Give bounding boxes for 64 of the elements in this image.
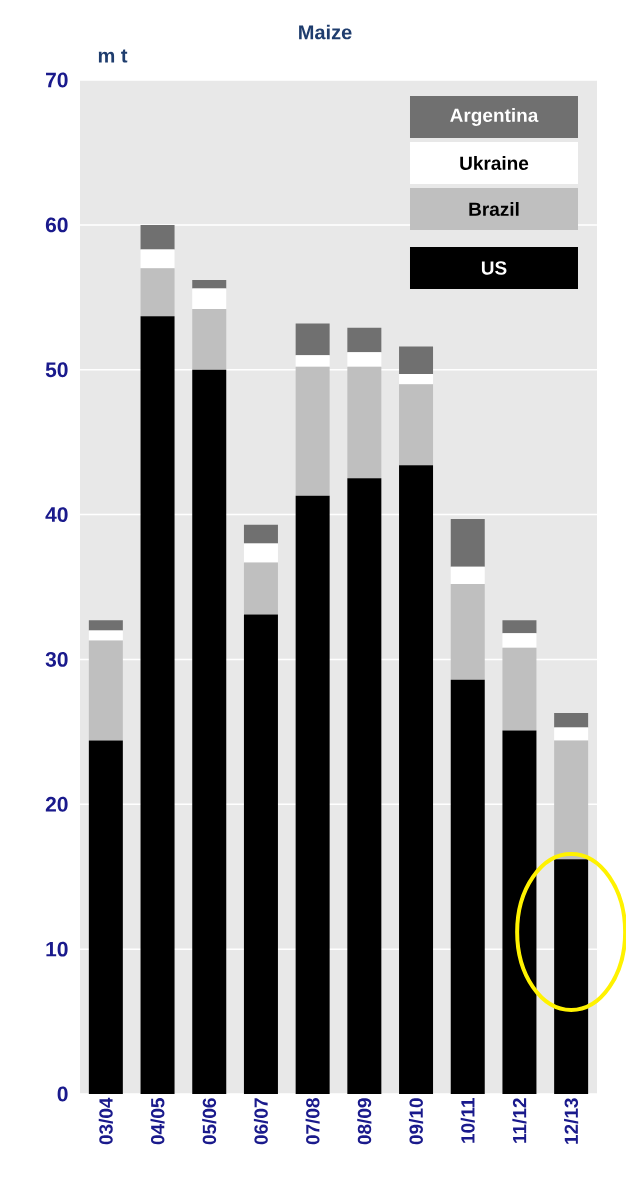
bar xyxy=(347,366,382,479)
y-tick-label: 40 xyxy=(45,507,68,523)
bar xyxy=(554,727,589,741)
x-tick-label: 12/13 xyxy=(564,1098,579,1144)
bar xyxy=(295,495,330,1094)
y-tick-label: 20 xyxy=(45,796,68,812)
text: Argentina xyxy=(450,108,539,126)
bar xyxy=(295,323,330,356)
bar xyxy=(450,584,485,680)
text: Brazil xyxy=(469,202,519,216)
bar xyxy=(243,562,278,615)
x-tick-label: 06/07 xyxy=(253,1098,269,1145)
y-tick-label: 10 xyxy=(46,941,68,957)
bar xyxy=(347,478,382,1094)
y-tick-label: 0 xyxy=(57,1086,68,1102)
bar xyxy=(502,620,537,634)
bar xyxy=(554,859,589,1094)
chart-title: Maize xyxy=(299,24,352,40)
bar xyxy=(243,614,278,1094)
x-tick-label: 07/08 xyxy=(305,1098,320,1145)
bar xyxy=(192,308,227,370)
bar xyxy=(140,316,175,1094)
bar xyxy=(88,620,123,631)
x-tick-label: 03/04 xyxy=(98,1097,113,1145)
bar xyxy=(295,355,330,367)
bar xyxy=(243,524,278,544)
bar xyxy=(140,268,175,317)
y-axis-title: m t xyxy=(98,49,128,63)
bar xyxy=(347,352,382,367)
bar xyxy=(450,679,485,1094)
bar xyxy=(140,224,175,250)
x-tick-label: 08/09 xyxy=(357,1098,372,1145)
x-tick-label: 05/06 xyxy=(202,1098,217,1145)
bar xyxy=(88,740,123,1094)
bar xyxy=(192,288,227,309)
bar xyxy=(140,249,175,269)
bar xyxy=(88,640,123,741)
bar xyxy=(295,366,330,496)
bar xyxy=(450,518,485,567)
bar xyxy=(450,566,485,585)
x-tick-label: 10/11 xyxy=(460,1098,475,1143)
bar xyxy=(192,279,227,289)
bar xyxy=(502,730,537,1094)
y-tick-label: 70 xyxy=(46,72,68,88)
bar xyxy=(554,713,589,728)
y-tick-label: 30 xyxy=(45,651,68,667)
bar xyxy=(192,369,227,1094)
x-tick-label: 11/12 xyxy=(512,1098,527,1143)
text: US xyxy=(481,261,507,275)
y-tick-label: 60 xyxy=(45,217,68,233)
bar xyxy=(399,384,434,466)
bar xyxy=(502,633,537,648)
bar xyxy=(399,374,434,385)
x-tick-label: 09/10 xyxy=(408,1098,424,1145)
x-tick-label: 04/05 xyxy=(150,1098,165,1145)
bar xyxy=(243,543,278,563)
y-tick-label: 50 xyxy=(45,362,68,378)
text: Ukraine xyxy=(460,156,529,170)
bar xyxy=(399,346,434,375)
bar xyxy=(399,465,434,1094)
bar xyxy=(347,327,382,353)
bar xyxy=(88,630,123,641)
bar xyxy=(502,647,537,731)
bar xyxy=(554,740,589,860)
